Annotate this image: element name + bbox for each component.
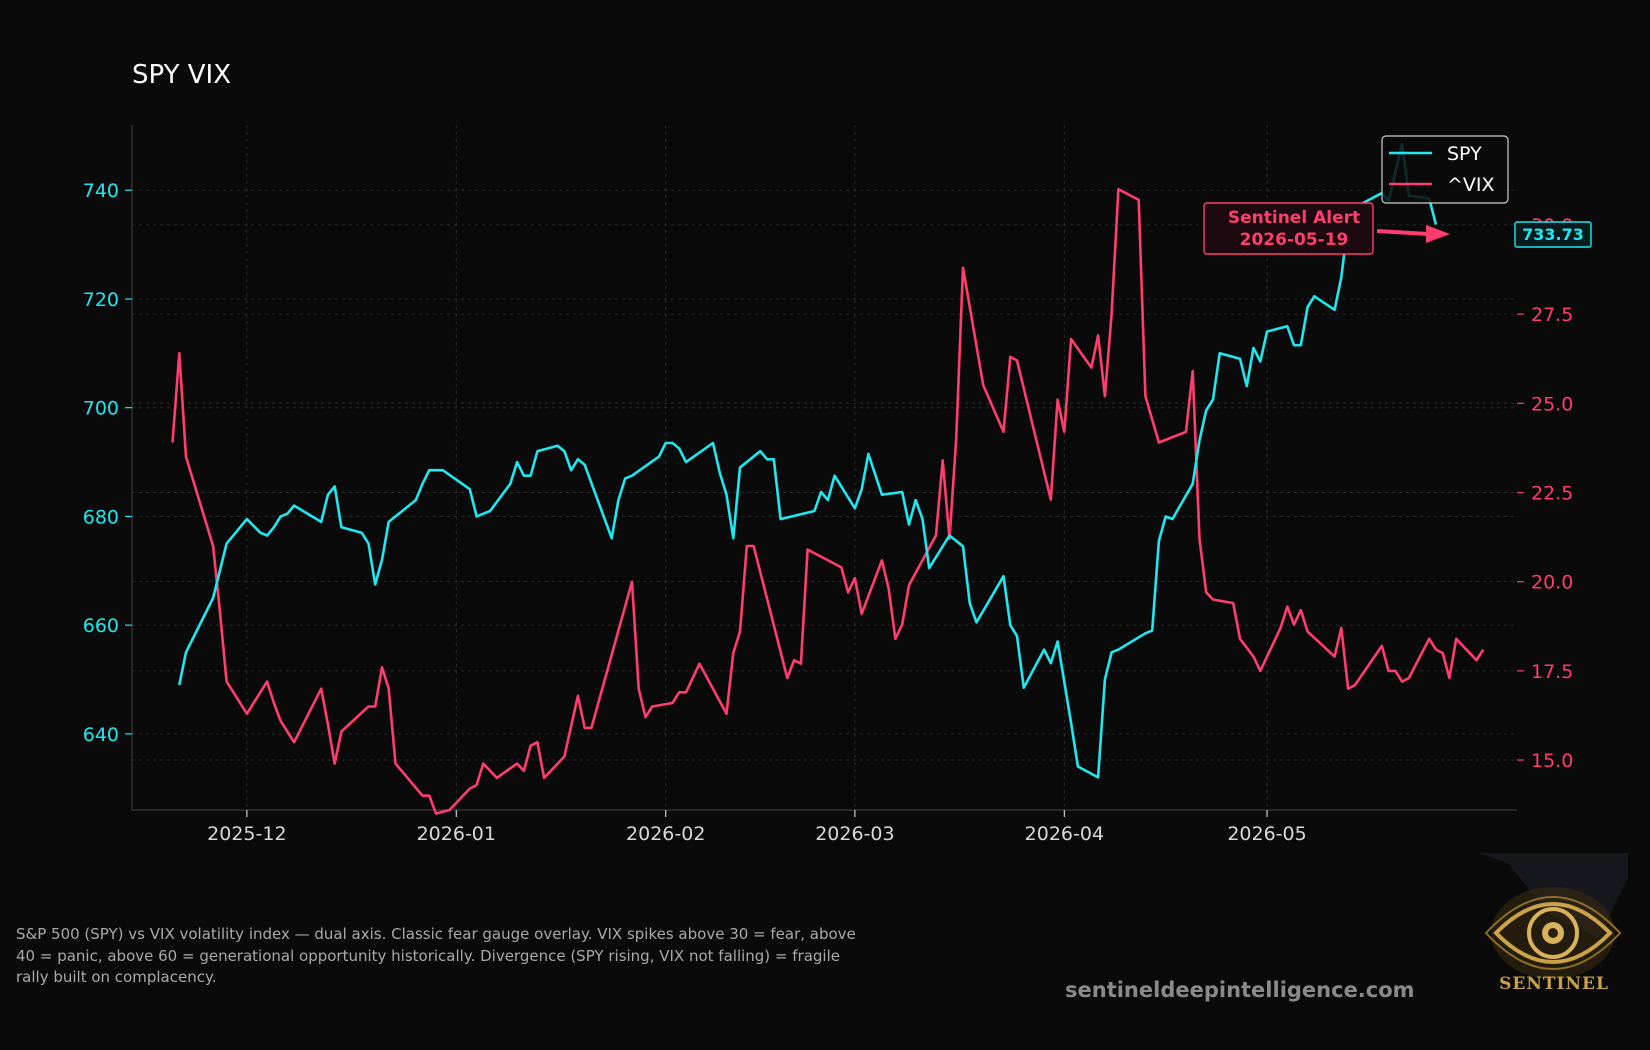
website-label: sentineldeepintelligence.com [1065, 978, 1415, 1002]
logo-eye-outline [1493, 902, 1613, 964]
last-value-label: 733.73 [1522, 225, 1584, 244]
logo-iris [1527, 907, 1579, 959]
y-right-tick-label: 22.5 [1531, 482, 1573, 504]
annotation-box [1203, 202, 1374, 255]
y-right-tick-label: 20.0 [1531, 572, 1573, 594]
axis-ticks: 2025-12 2026-01 2026-02 2026-03 2026-04 2026-… [83, 180, 1574, 845]
x-tick-label: 2025-12 [207, 823, 286, 845]
legend: SPY ^VIX [1381, 135, 1509, 204]
y-left-tick-label: 700 [83, 398, 119, 420]
annotation-date: 2026-05-19 [1240, 230, 1349, 250]
logo-eye-outer [1484, 896, 1622, 970]
last-value-badge: 733.73 [1514, 221, 1592, 248]
legend-label-spy: SPY [1447, 143, 1482, 165]
x-tick-label: 2026-03 [815, 823, 894, 845]
x-tick-label: 2026-05 [1227, 823, 1306, 845]
y-right-tick-label: 25.0 [1531, 393, 1573, 415]
annotation-arrow-shaft [1376, 229, 1429, 236]
series-lines [171, 142, 1485, 815]
y-right-tick-label: 15.0 [1531, 750, 1573, 772]
y-right-tick-label: 17.5 [1531, 661, 1573, 683]
x-tick-label: 2026-04 [1025, 823, 1104, 845]
last-value-box [1514, 221, 1592, 248]
chart-title: SPY VIX [132, 60, 231, 90]
y-left-tick-label: 660 [83, 615, 119, 637]
y-left-tick-label: 640 [83, 724, 119, 746]
logo-pupil-core [1548, 928, 1558, 938]
annotation-arrow-head [1426, 225, 1450, 243]
annotation-title: Sentinel Alert [1228, 208, 1360, 228]
logo-text: SENTINEL [1499, 974, 1609, 994]
chart-caption: S&P 500 (SPY) vs VIX volatility index — … [16, 925, 856, 986]
y-left-tick-label: 720 [83, 289, 119, 311]
x-tick-label: 2026-02 [626, 823, 705, 845]
y-right-tick-label: 27.5 [1531, 304, 1573, 326]
y-left-tick-label: 680 [83, 506, 119, 528]
eye-logo-icon [1478, 853, 1628, 979]
sentinel-alert-annotation: Sentinel Alert 2026-05-19 [1203, 202, 1450, 255]
legend-label-vix: ^VIX [1447, 174, 1495, 196]
y-left-tick-label: 740 [83, 180, 119, 202]
series-line-spy [178, 142, 1438, 779]
x-tick-label: 2026-01 [417, 823, 496, 845]
series-line-vix [171, 187, 1485, 815]
